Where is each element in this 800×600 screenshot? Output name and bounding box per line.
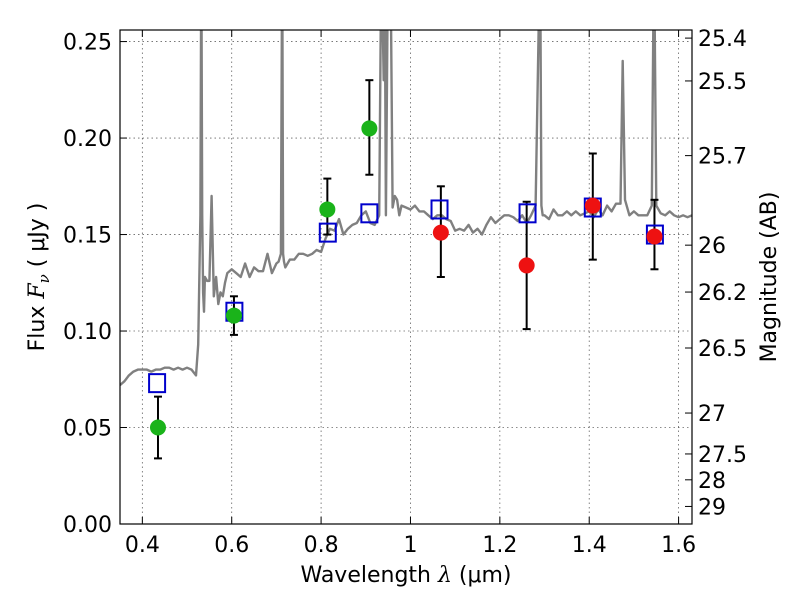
x-tick-label: 1.6 <box>661 533 696 558</box>
data-point <box>225 307 242 324</box>
data-point <box>584 197 601 214</box>
data-point <box>361 120 378 137</box>
x-axis-title: Wavelength λ (μm) <box>300 563 511 588</box>
y-tick-label: 0.05 <box>63 417 112 442</box>
model-square <box>318 222 337 243</box>
data-point <box>432 224 449 241</box>
data-layer <box>120 30 692 387</box>
y2-tick-label: 27.5 <box>698 443 747 468</box>
data-point <box>319 201 336 218</box>
x-tick-label: 0.6 <box>214 533 249 558</box>
x-tick-label: 0.8 <box>304 533 339 558</box>
y2-axis-title: Magnitude (AB) <box>757 192 782 363</box>
data-point <box>646 228 663 245</box>
y2-tick-label: 25.5 <box>698 70 747 95</box>
y2-tick-label: 25.4 <box>698 27 747 52</box>
data-point <box>518 257 535 274</box>
y-tick-label: 0.10 <box>63 320 112 345</box>
y2-tick-label: 26.2 <box>698 281 747 306</box>
data-points <box>148 120 664 436</box>
y2-tick-label: 29 <box>698 495 726 520</box>
x-tick-label: 1 <box>403 533 417 558</box>
x-tick-label: 1.2 <box>482 533 517 558</box>
ticks: 0.4 0.6 0.8 1 1.2 1.4 1.6 0.00 0.05 0.10 0.15 0.20 0… <box>63 27 747 558</box>
y-tick-label: 0.00 <box>63 513 112 538</box>
y-tick-label: 0.20 <box>63 127 112 152</box>
y-axis-title: Flux Fν ( μJy ) <box>25 203 53 352</box>
y2-tick-label: 26.5 <box>698 337 747 362</box>
spectrum-line <box>120 30 692 387</box>
model-square <box>518 203 537 224</box>
plot-frame <box>119 29 693 525</box>
y-tick-label: 0.15 <box>63 224 112 249</box>
y2-tick-label: 28 <box>698 469 726 494</box>
data-point <box>149 419 166 436</box>
model-square <box>148 373 167 394</box>
model-square <box>430 199 449 220</box>
y-tick-label: 0.25 <box>63 31 112 56</box>
y2-tick-label: 27 <box>698 402 726 427</box>
x-tick-label: 0.4 <box>125 533 160 558</box>
y2-tick-label: 25.7 <box>698 145 747 170</box>
x-tick-label: 1.4 <box>572 533 607 558</box>
model-square <box>360 203 379 224</box>
y2-tick-label: 26 <box>698 234 726 259</box>
